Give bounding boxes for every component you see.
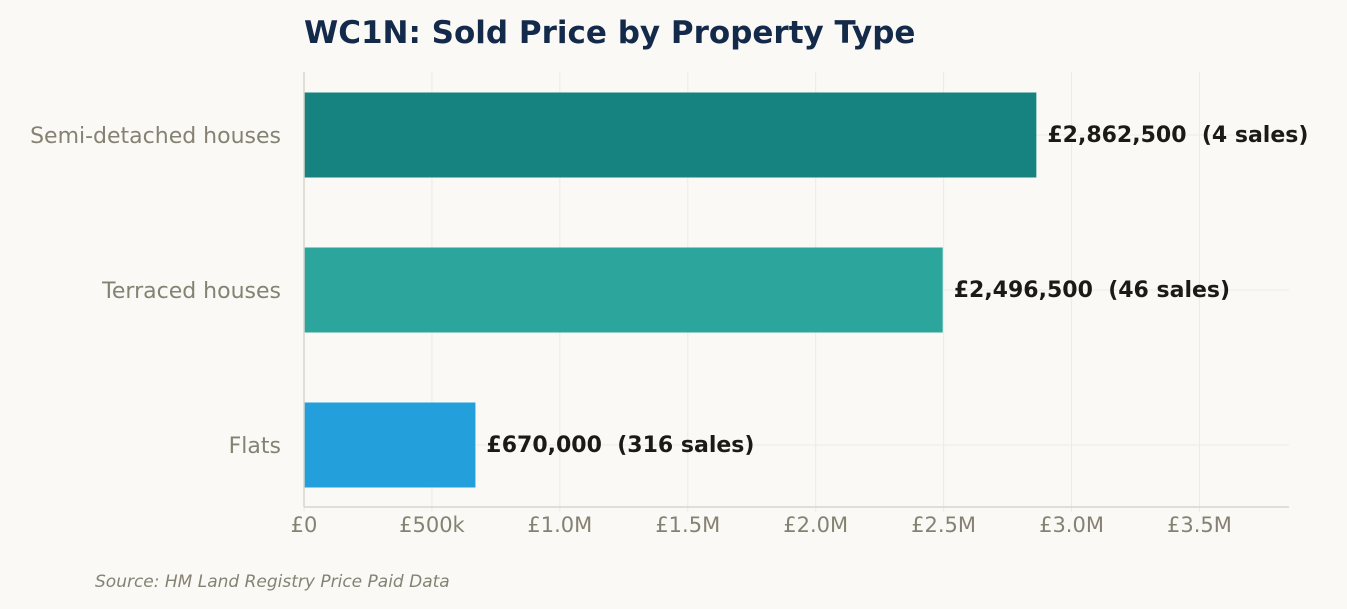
bar — [304, 92, 1037, 178]
x-tick-label: £3.0M — [1039, 513, 1104, 537]
data-label: £670,000 (316 sales) — [486, 433, 754, 458]
chart-title: WC1N: Sold Price by Property Type — [304, 15, 915, 51]
x-tick-label: £0 — [291, 513, 318, 537]
data-label: £2,496,500 (46 sales) — [954, 278, 1230, 303]
x-tick-label: £1.5M — [655, 513, 720, 537]
category-label: Flats — [229, 434, 281, 459]
x-tick-label: £2.5M — [911, 513, 976, 537]
source-note: Source: HM Land Registry Price Paid Data — [95, 572, 450, 592]
category-label: Semi-detached houses — [30, 124, 281, 149]
bars — [304, 92, 1037, 488]
bar — [304, 402, 476, 488]
labels: Semi-detached houses £2,862,500 (4 sales)… — [30, 123, 1308, 459]
x-axis-ticks: £0 £500k £1.0M £1.5M £2.0M £2.5M £3.0M £3.5M — [291, 513, 1232, 537]
x-tick-label: £3.5M — [1167, 513, 1232, 537]
data-label: £2,862,500 (4 sales) — [1047, 123, 1308, 148]
category-label: Terraced houses — [101, 279, 281, 304]
x-tick-label: £500k — [399, 513, 465, 537]
x-tick-label: £1.0M — [527, 513, 592, 537]
x-tick-label: £2.0M — [783, 513, 848, 537]
bar — [304, 247, 943, 333]
